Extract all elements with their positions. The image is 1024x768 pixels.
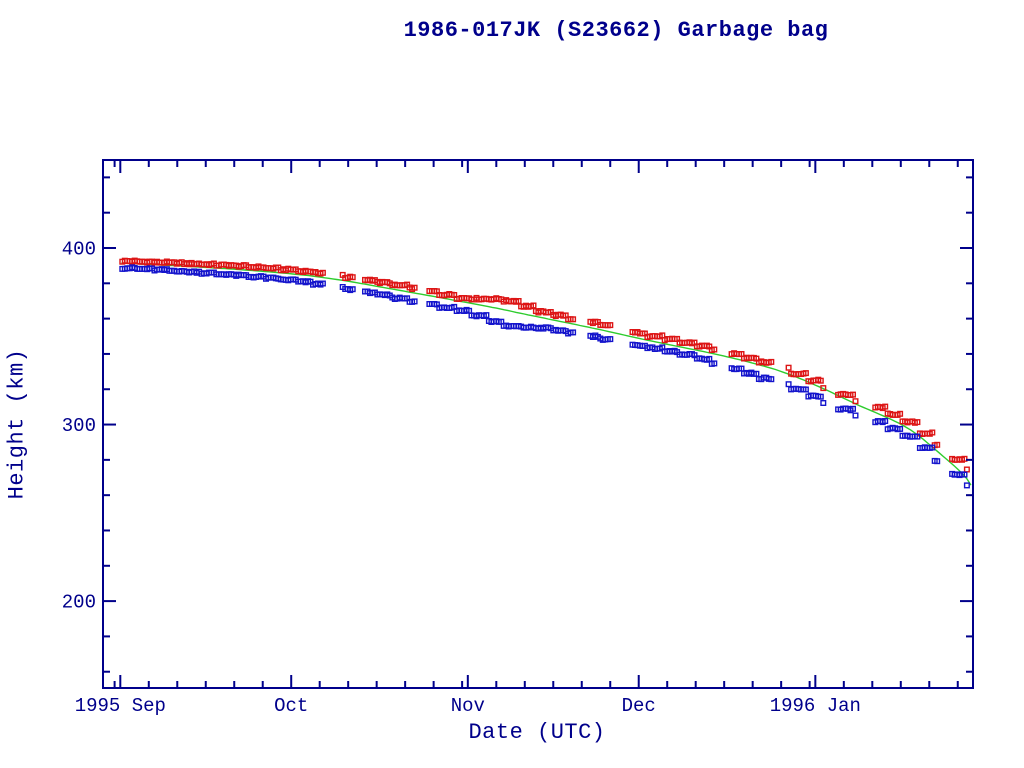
decay-fit-line (121, 262, 972, 486)
perigee-height-point (882, 418, 889, 425)
apogee-height-point (411, 284, 418, 291)
perigee-height-point (319, 280, 326, 287)
apogee-height-point (882, 403, 889, 410)
perigee-height-point (961, 471, 968, 478)
perigee-height-point (850, 405, 857, 412)
perigee-height-point (349, 286, 356, 293)
apogee-height-point (961, 455, 968, 462)
perigee-height-point (785, 381, 792, 388)
apogee-height-point (914, 419, 921, 426)
apogee-height-point (530, 302, 537, 309)
x-axis-tick-label: Nov (451, 695, 485, 717)
apogee-height-point (850, 391, 857, 398)
apogee-height-markers (119, 257, 970, 473)
perigee-height-point (852, 412, 859, 419)
perigee-height-point (711, 360, 718, 367)
y-axis-tick-label: 300 (62, 415, 96, 437)
plot-frame (102, 159, 974, 689)
perigee-height-point (963, 482, 970, 489)
perigee-height-point (802, 386, 809, 393)
axes: 1995 Sep Oct Nov Dec 1996 Jan 200 300 400 (62, 159, 974, 717)
perigee-height-point (607, 336, 614, 343)
perigee-height-markers (119, 264, 970, 489)
apogee-height-point (349, 274, 356, 281)
plot-area (119, 257, 972, 489)
x-axis-tick-label: 1995 Sep (75, 695, 166, 717)
x-axis-tick-label: 1996 Jan (770, 695, 861, 717)
apogee-height-point (852, 398, 859, 405)
y-axis-tick-label: 200 (62, 592, 96, 614)
perigee-height-point (929, 444, 936, 451)
perigee-height-point (411, 298, 418, 305)
apogee-height-point (820, 385, 827, 392)
perigee-height-point (570, 329, 577, 336)
perigee-height-point (768, 376, 775, 383)
y-axis-tick-label: 400 (62, 239, 96, 261)
perigee-height-point (914, 433, 921, 440)
perigee-height-point (897, 425, 904, 432)
perigee-height-point (817, 393, 824, 400)
perigee-height-point (934, 458, 941, 465)
apogee-height-point (607, 322, 614, 329)
x-axis-tick-label: Dec (622, 695, 656, 717)
apogee-height-point (711, 346, 718, 353)
x-axis-tick-label: Oct (274, 695, 308, 717)
apogee-height-point (929, 429, 936, 436)
x-axis-title: Date (UTC) (468, 720, 606, 745)
perigee-height-point (820, 400, 827, 407)
apogee-height-point (319, 269, 326, 276)
apogee-height-point (515, 298, 522, 305)
apogee-height-point (963, 466, 970, 473)
apogee-height-point (768, 358, 775, 365)
y-axis-title: Height (km) (4, 348, 30, 500)
apogee-height-point (897, 410, 904, 417)
apogee-height-point (570, 316, 577, 323)
apogee-height-point (802, 370, 809, 377)
apogee-height-point (817, 377, 824, 384)
apogee-height-point (785, 364, 792, 371)
perigee-height-point (483, 312, 490, 319)
chart-title: 1986-017JK (S23662) Garbage bag (403, 18, 829, 43)
